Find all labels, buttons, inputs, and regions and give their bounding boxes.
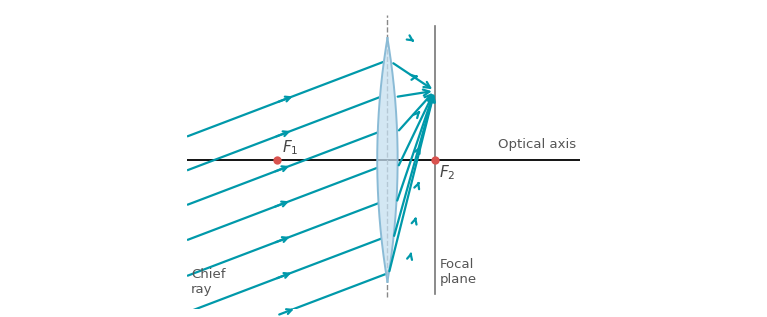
Text: Focal
plane: Focal plane	[440, 258, 477, 286]
Text: $F_1$: $F_1$	[282, 138, 298, 157]
Polygon shape	[377, 38, 397, 282]
Text: Optical axis: Optical axis	[498, 138, 576, 151]
Text: Chief
ray: Chief ray	[191, 268, 225, 296]
Text: $F_2$: $F_2$	[439, 163, 455, 182]
